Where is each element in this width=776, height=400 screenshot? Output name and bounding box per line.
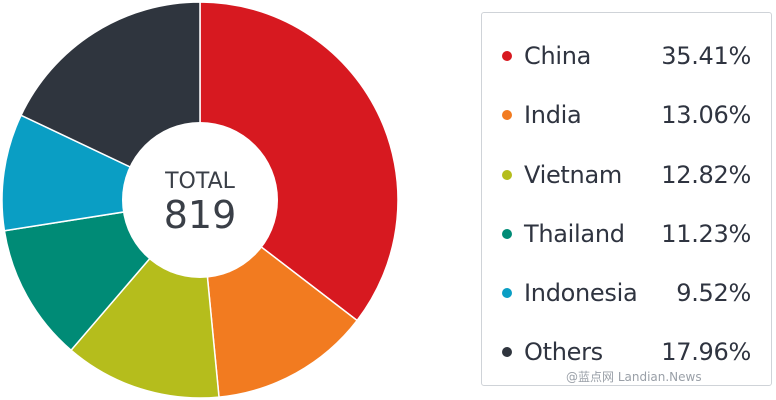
legend-item-others: Others 17.96%: [482, 332, 771, 372]
legend-pct-others: 17.96%: [661, 338, 751, 366]
legend-item-china: China 35.41%: [482, 36, 771, 76]
legend-name-others: Others: [524, 338, 603, 366]
watermark: @蓝点网 Landian.News: [566, 370, 702, 384]
legend-name-vietnam: Vietnam: [524, 161, 622, 189]
legend-pct-india: 13.06%: [661, 101, 751, 129]
legend-dot-china: [502, 51, 512, 61]
total-label: TOTAL: [164, 169, 236, 194]
legend-item-india: India 13.06%: [482, 95, 771, 135]
legend-dot-vietnam: [502, 170, 512, 180]
legend-dot-indonesia: [502, 288, 512, 298]
legend-name-china: China: [524, 42, 592, 70]
legend-pct-thailand: 11.23%: [661, 220, 751, 248]
legend-name-india: India: [524, 101, 582, 129]
legend-item-thailand: Thailand 11.23%: [482, 214, 771, 254]
total-value: 819: [164, 193, 237, 237]
legend-item-vietnam: Vietnam 12.82%: [482, 155, 771, 195]
legend-dot-india: [502, 110, 512, 120]
legend-dot-thailand: [502, 229, 512, 239]
legend: China 35.41% India 13.06% Vietnam 12.82%…: [481, 12, 772, 386]
donut-hole: [122, 122, 278, 278]
legend-name-indonesia: Indonesia: [524, 279, 638, 307]
legend-pct-vietnam: 12.82%: [661, 161, 751, 189]
slice-china: [199, 1, 399, 322]
legend-pct-china: 35.41%: [661, 42, 751, 70]
legend-pct-indonesia: 9.52%: [676, 279, 751, 307]
legend-dot-others: [502, 347, 512, 357]
legend-item-indonesia: Indonesia 9.52%: [482, 273, 771, 313]
legend-name-thailand: Thailand: [524, 220, 625, 248]
